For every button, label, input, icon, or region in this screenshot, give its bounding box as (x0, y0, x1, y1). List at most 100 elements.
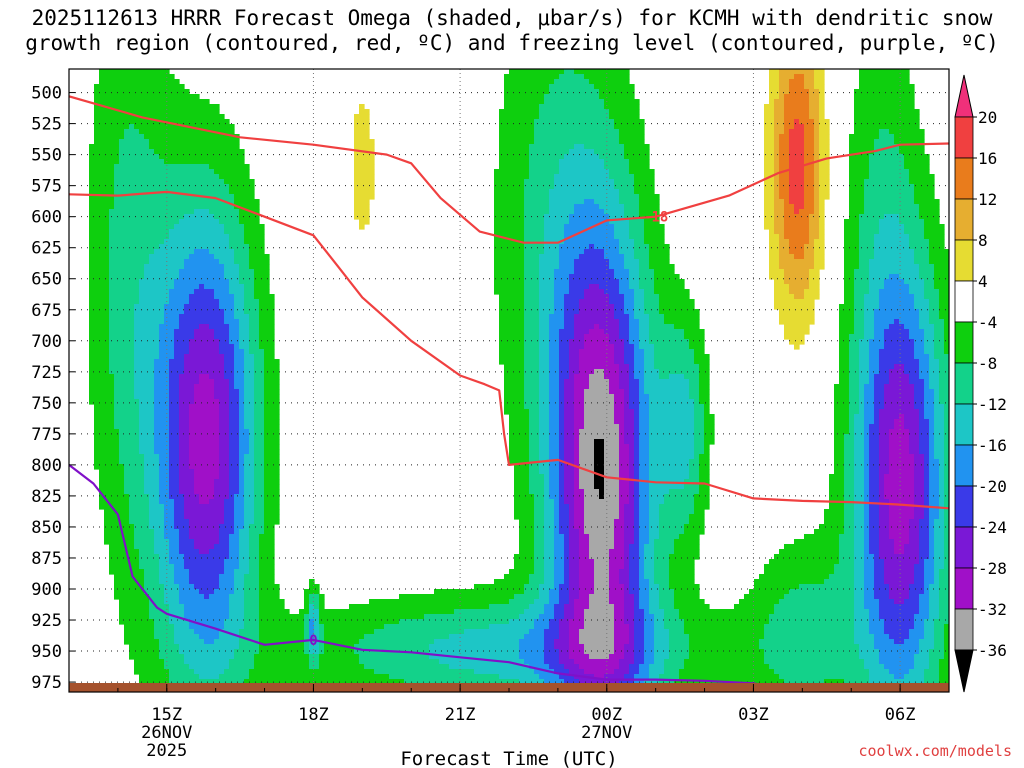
omega-cell (179, 514, 185, 520)
omega-cell (199, 244, 205, 250)
omega-cell (184, 189, 190, 195)
omega-cell (159, 69, 165, 75)
omega-cell (119, 409, 125, 415)
omega-cell (239, 339, 245, 345)
omega-cell (124, 379, 130, 385)
omega-cell (229, 609, 235, 615)
omega-cell (264, 349, 270, 355)
omega-cell (254, 404, 260, 410)
omega-cell (144, 99, 150, 105)
omega-cell (144, 179, 150, 185)
omega-cell (89, 294, 95, 300)
omega-cell (119, 344, 125, 350)
omega-cell (109, 344, 115, 350)
omega-cell (214, 329, 220, 335)
omega-cell (419, 649, 425, 655)
omega-cell (384, 644, 390, 650)
omega-cell (129, 384, 135, 390)
omega-cell (209, 449, 215, 455)
omega-cell (94, 104, 100, 110)
omega-cell (109, 529, 115, 535)
omega-cell (94, 374, 100, 380)
omega-cell (109, 434, 115, 440)
omega-cell (219, 339, 225, 345)
omega-cell (174, 79, 180, 85)
omega-cell (424, 599, 430, 605)
omega-cell (189, 589, 195, 595)
omega-cell (199, 449, 205, 455)
omega-cell (209, 364, 215, 370)
omega-cell (394, 659, 400, 665)
omega-cell (164, 274, 170, 280)
omega-cell (219, 679, 225, 685)
omega-cell (144, 124, 150, 130)
omega-cell (359, 194, 365, 200)
omega-cell (194, 374, 200, 380)
omega-cell (129, 364, 135, 370)
omega-cell (114, 529, 120, 535)
omega-cell (459, 604, 465, 610)
omega-cell (204, 359, 210, 365)
omega-cell (284, 679, 290, 685)
omega-cell (139, 294, 145, 300)
omega-cell (169, 314, 175, 320)
omega-cell (334, 629, 340, 635)
omega-cell (244, 374, 250, 380)
omega-cell (174, 624, 180, 630)
omega-cell (229, 344, 235, 350)
omega-cell (119, 379, 125, 385)
omega-cell (149, 634, 155, 640)
omega-cell (134, 274, 140, 280)
omega-cell (179, 629, 185, 635)
omega-cell (94, 304, 100, 310)
omega-cell (129, 324, 135, 330)
omega-cell (104, 149, 110, 155)
omega-cell (234, 374, 240, 380)
omega-cell (269, 319, 275, 325)
omega-cell (169, 564, 175, 570)
omega-cell (264, 474, 270, 480)
omega-cell (234, 619, 240, 625)
omega-cell (239, 574, 245, 580)
omega-cell (209, 159, 215, 165)
omega-cell (229, 399, 235, 405)
omega-cell (124, 239, 130, 245)
omega-cell (149, 184, 155, 190)
omega-cell (109, 154, 115, 160)
omega-cell (189, 564, 195, 570)
omega-cell (174, 519, 180, 525)
omega-cell (139, 489, 145, 495)
omega-cell (484, 594, 490, 600)
omega-cell (99, 484, 105, 490)
omega-cell (149, 349, 155, 355)
omega-cell (199, 169, 205, 175)
omega-cell (214, 379, 220, 385)
omega-cell (264, 339, 270, 345)
omega-cell (109, 514, 115, 520)
omega-cell (329, 654, 335, 660)
omega-cell (234, 669, 240, 675)
omega-cell (214, 169, 220, 175)
omega-cell (134, 219, 140, 225)
omega-cell (129, 369, 135, 375)
omega-cell (134, 229, 140, 235)
omega-cell (199, 114, 205, 120)
omega-cell (244, 179, 250, 185)
omega-cell (234, 514, 240, 520)
omega-cell (144, 69, 150, 75)
omega-cell (109, 89, 115, 95)
omega-cell (144, 624, 150, 630)
omega-cell (459, 629, 465, 635)
omega-cell (409, 669, 415, 675)
omega-cell (229, 424, 235, 430)
omega-cell (259, 604, 265, 610)
omega-cell (134, 534, 140, 540)
omega-cell (169, 534, 175, 540)
omega-cell (99, 274, 105, 280)
omega-cell (109, 149, 115, 155)
omega-cell (204, 459, 210, 465)
omega-cell (344, 664, 350, 670)
omega-cell (159, 484, 165, 490)
omega-cell (259, 664, 265, 670)
omega-cell (479, 669, 485, 675)
